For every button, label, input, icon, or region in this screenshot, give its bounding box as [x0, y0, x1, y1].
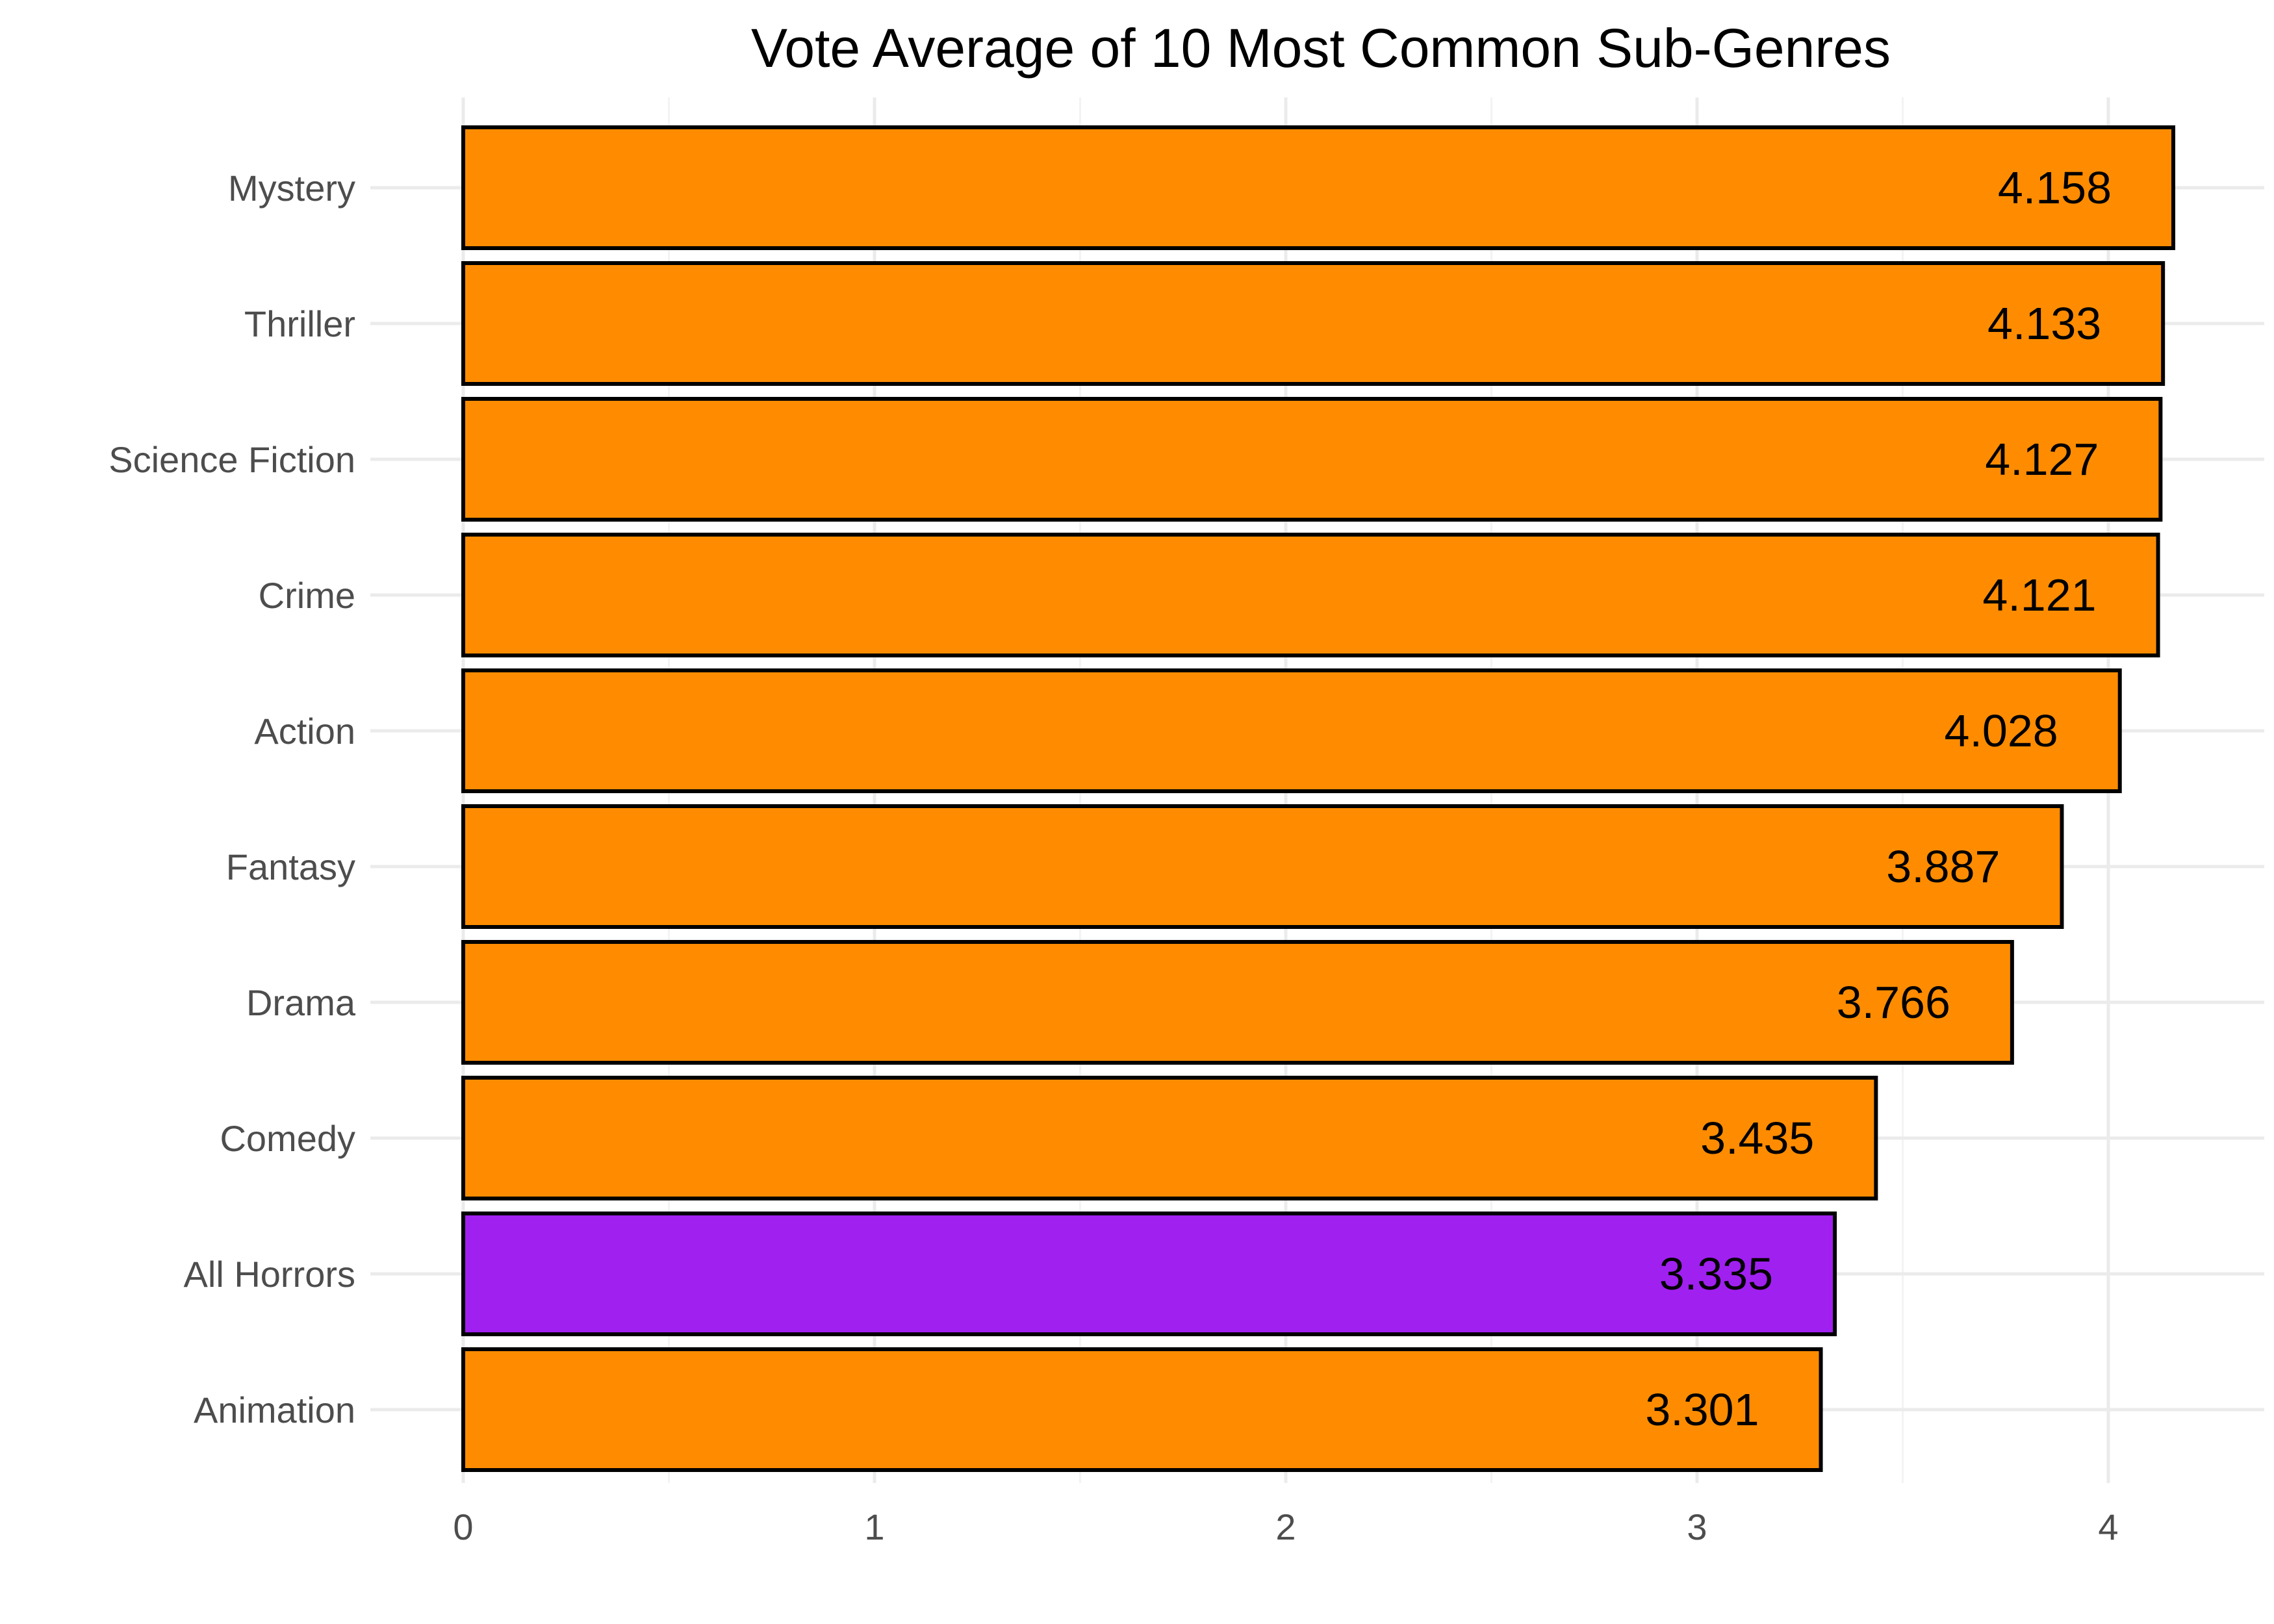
- category-label: Thriller: [244, 303, 355, 344]
- bar-crime: [461, 533, 2160, 657]
- x-tick-label: 1: [864, 1506, 884, 1547]
- value-label: 4.158: [1998, 162, 2112, 213]
- bar-fantasy: [461, 804, 2064, 929]
- category-label: Drama: [246, 982, 356, 1023]
- category-label: Comedy: [220, 1118, 355, 1159]
- bar-thriller: [461, 261, 2165, 386]
- bar-comedy: [461, 1076, 1878, 1200]
- value-label: 3.301: [1645, 1384, 1759, 1435]
- value-axis-tick-labels: 0 1 2 3 4: [453, 1506, 2118, 1547]
- x-tick-label: 2: [1275, 1506, 1296, 1547]
- value-label: 4.127: [1985, 434, 2099, 485]
- category-label: Science Fiction: [109, 439, 355, 480]
- value-label: 3.766: [1837, 977, 1950, 1028]
- bar-science-fiction: [461, 397, 2163, 522]
- category-label: Action: [254, 711, 355, 752]
- value-labels: 4.158 4.133 4.127 4.121 4.028 3.887 3.766 3.435…: [1645, 162, 2112, 1435]
- category-label: Mystery: [228, 168, 355, 209]
- category-label: Animation: [194, 1389, 355, 1430]
- value-label: 4.133: [1987, 298, 2101, 349]
- bar-animation: [461, 1347, 1823, 1472]
- value-label: 3.435: [1700, 1113, 1814, 1163]
- value-label: 4.121: [1982, 570, 2096, 620]
- x-tick-label: 0: [453, 1506, 473, 1547]
- chart-title: Vote Average of 10 Most Common Sub-Genre…: [751, 18, 1891, 79]
- bar-action: [461, 668, 2122, 793]
- value-label: 3.335: [1659, 1249, 1773, 1299]
- category-label: All Horrors: [184, 1254, 355, 1295]
- x-tick-label: 3: [1687, 1506, 1707, 1547]
- bar-drama: [461, 940, 2014, 1065]
- value-label: 4.028: [1945, 705, 2058, 756]
- x-tick-label: 4: [2098, 1506, 2118, 1547]
- category-label: Fantasy: [226, 846, 355, 887]
- bar-all-horrors: [461, 1212, 1837, 1336]
- value-label: 3.887: [1886, 841, 2000, 892]
- category-axis-labels: Mystery Thriller Science Fiction Crime Actio…: [109, 168, 356, 1430]
- category-label: Crime: [259, 575, 355, 616]
- bars: [461, 125, 2176, 1472]
- bar-mystery: [461, 125, 2176, 250]
